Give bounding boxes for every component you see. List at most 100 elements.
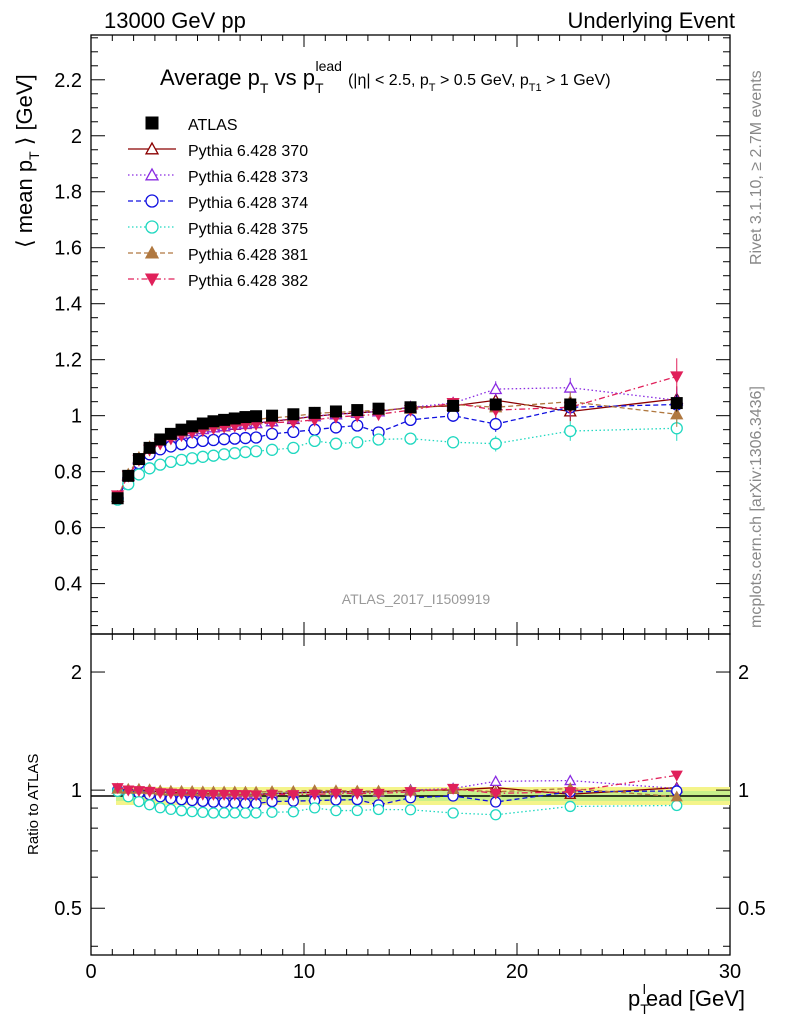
data-point: [229, 807, 241, 819]
y-tick-label: 0.4: [54, 574, 82, 596]
data-point: [670, 770, 683, 782]
data-point: [329, 405, 342, 418]
main-plot-frame: [90, 34, 731, 635]
data-point: [132, 786, 146, 798]
data-point: [186, 789, 199, 801]
legend-label: Pythia 6.428 382: [188, 273, 308, 290]
data-point: [143, 462, 156, 475]
data-point: [217, 448, 231, 461]
legend-label: ATLAS: [188, 117, 238, 134]
data-point: [164, 788, 177, 800]
rivet-info-label: Rivet 3.1.10, ≥ 2.7M events: [748, 70, 765, 265]
data-point: [143, 799, 156, 811]
data-point: [165, 803, 177, 816]
data-point: [447, 807, 459, 819]
data-point: [145, 220, 159, 234]
data-point: [287, 806, 300, 818]
data-point: [228, 790, 241, 802]
data-point: [446, 436, 460, 449]
legend-item: Pythia 6.428 370: [128, 141, 308, 160]
data-point: [372, 788, 385, 800]
data-point: [154, 788, 167, 800]
legend-item: Pythia 6.428 381: [128, 245, 308, 264]
data-point: [372, 433, 385, 446]
ratio-y-tick-label-right: 2: [738, 662, 749, 684]
data-point: [489, 775, 502, 786]
mcplots-info-label: mcplots.cern.ch [arXiv:1306.3436]: [748, 386, 765, 628]
data-point: [265, 789, 279, 801]
data-point: [670, 371, 684, 384]
data-point: [111, 492, 124, 505]
data-point: [144, 245, 160, 259]
series-atlas: [111, 394, 683, 505]
data-point: [250, 807, 262, 819]
data-point: [186, 452, 199, 465]
data-point: [239, 445, 252, 459]
data-point: [308, 434, 321, 448]
data-point: [249, 431, 263, 444]
data-point: [404, 804, 417, 816]
data-point: [145, 194, 159, 208]
data-point: [308, 789, 321, 801]
data-point: [175, 789, 188, 801]
data-point: [404, 787, 417, 799]
data-point: [404, 432, 417, 445]
data-point: [489, 437, 502, 450]
data-point: [249, 790, 263, 802]
header-right-label: Underlying Event: [567, 8, 735, 33]
data-point: [489, 417, 502, 431]
data-point: [249, 445, 263, 458]
header-left-label: 13000 GeV pp: [104, 8, 246, 33]
data-point: [111, 783, 124, 795]
legend-label: Pythia 6.428 381: [188, 247, 308, 264]
data-point: [207, 449, 220, 462]
data-point: [175, 423, 188, 436]
data-point: [564, 424, 577, 438]
legend-label: Pythia 6.428 374: [188, 195, 308, 212]
y-tick-label: 1.6: [54, 238, 82, 260]
series-line: [117, 401, 677, 498]
data-point: [144, 141, 160, 155]
data-point: [207, 789, 220, 801]
data-point: [186, 805, 198, 818]
data-point: [329, 437, 343, 450]
data-point: [351, 404, 364, 417]
data-point: [122, 469, 135, 482]
data-point: [122, 785, 135, 797]
data-point: [196, 450, 209, 463]
data-point: [330, 804, 342, 817]
chart-title: Average pT vs pTlead(|η| < 2.5, pT > 0.5…: [160, 58, 611, 96]
ratio-series-pythia-6-428-382: [111, 770, 683, 802]
data-point: [154, 802, 166, 814]
y-tick-label: 2: [71, 126, 82, 148]
data-point: [218, 413, 231, 426]
data-point: [164, 455, 178, 469]
data-point: [489, 382, 503, 395]
data-point: [564, 800, 576, 813]
ratio-y-tick-label-right: 0.5: [738, 898, 766, 920]
legend-item: Pythia 6.428 382: [128, 273, 308, 290]
data-point: [239, 807, 252, 819]
data-point: [329, 788, 343, 800]
data-point: [287, 441, 300, 455]
data-point: [143, 786, 156, 798]
data-point: [228, 447, 241, 460]
data-point: [489, 398, 502, 411]
data-point: [404, 401, 417, 414]
data-point: [207, 807, 220, 819]
ratio-y-tick-label: 2: [71, 662, 82, 684]
x-tick-label: 10: [293, 961, 315, 983]
ratio-y-tick-label: 0.5: [54, 898, 82, 920]
x-tick-label: 20: [506, 961, 528, 983]
data-point: [196, 789, 209, 801]
data-point: [287, 408, 300, 421]
data-point: [266, 806, 278, 818]
data-point: [564, 787, 577, 799]
y-axis-label: ⟨ mean pT ⟩ [GeV]: [12, 74, 42, 248]
data-point: [372, 402, 385, 415]
data-point: [239, 411, 252, 424]
data-point: [351, 804, 363, 817]
x-axis-label: pTlead [GeV]: [628, 981, 745, 1017]
legend-item: Pythia 6.428 374: [128, 194, 308, 212]
